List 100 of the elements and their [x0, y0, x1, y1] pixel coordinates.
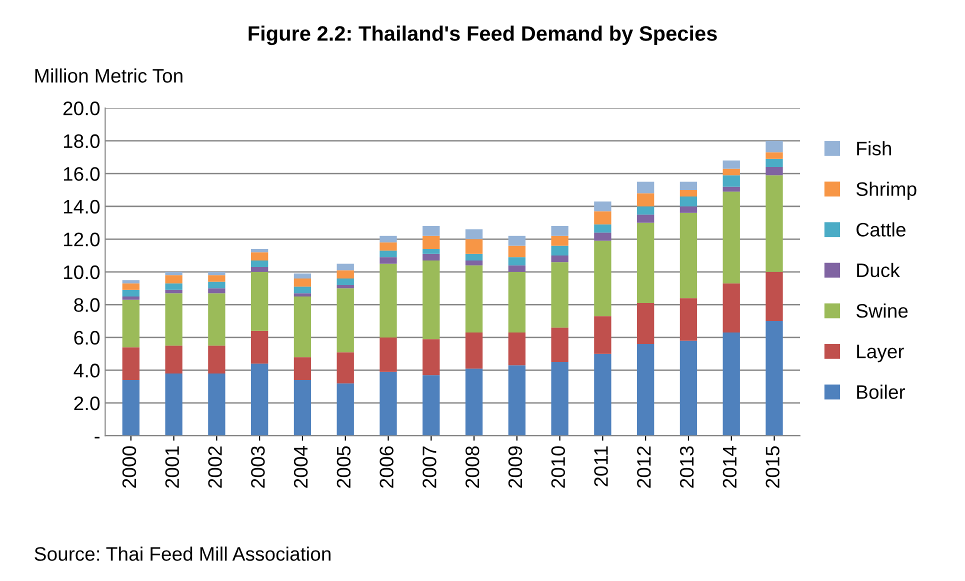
y-tick-label: 14.0 — [64, 200, 100, 214]
legend-label: Cattle — [856, 222, 906, 237]
legend-label: Duck — [857, 262, 900, 278]
bar — [380, 250, 397, 258]
bar — [680, 190, 698, 197]
bar — [722, 160, 740, 169]
bar — [465, 368, 483, 436]
bar — [594, 354, 612, 436]
legend-label: Swine — [856, 303, 908, 318]
bar — [508, 265, 526, 272]
bar — [422, 339, 440, 376]
legend-label: Boiler — [857, 384, 905, 399]
legend-label: Layer — [857, 344, 904, 362]
bar — [722, 168, 740, 176]
y-tick-label: 2.0 — [74, 396, 100, 410]
bar — [251, 272, 268, 331]
bar — [165, 272, 182, 276]
bar — [165, 275, 182, 284]
legend-label: Shrimp — [856, 182, 916, 200]
bar — [551, 362, 568, 436]
x-tick-label: 2015 — [766, 446, 780, 488]
bar — [122, 300, 140, 348]
bar — [251, 364, 268, 436]
bar — [165, 346, 182, 374]
bar — [422, 375, 440, 436]
x-tick-label: 2012 — [637, 446, 651, 488]
bar — [766, 321, 783, 436]
bar — [122, 380, 140, 436]
bar — [251, 248, 268, 252]
bar — [336, 352, 354, 384]
bar — [680, 212, 698, 298]
y-tick-label: 10.0 — [64, 265, 100, 280]
bar — [508, 236, 526, 246]
bar — [680, 182, 698, 190]
x-tick-label: 2008 — [465, 446, 480, 488]
bar — [165, 283, 182, 290]
x-tick-label: 2010 — [551, 446, 566, 488]
bar — [165, 290, 182, 294]
x-tick-label: 2004 — [294, 446, 308, 488]
bar — [294, 274, 312, 278]
bar — [551, 328, 568, 362]
y-tick-label: 6.0 — [74, 330, 100, 345]
x-tick-label: 2013 — [680, 446, 694, 488]
bar — [122, 290, 140, 296]
bar — [465, 260, 483, 266]
bar — [680, 196, 698, 206]
legend-label: Fish — [857, 141, 892, 156]
bar — [294, 278, 312, 287]
bar — [422, 248, 440, 254]
x-tick-label: 2006 — [380, 446, 394, 488]
bar — [637, 222, 654, 304]
bar — [551, 246, 568, 256]
bar — [508, 246, 526, 258]
bar — [637, 206, 654, 215]
bar — [465, 265, 483, 333]
bar — [336, 264, 354, 270]
bar — [722, 283, 740, 333]
bar — [208, 282, 226, 288]
bar — [508, 365, 526, 436]
bar — [336, 288, 354, 352]
y-tick-label: 18.0 — [64, 134, 100, 148]
bar — [766, 140, 783, 152]
y-axis-title: Million Metric Ton — [35, 68, 182, 83]
bar — [766, 272, 783, 322]
bar — [165, 373, 182, 436]
y-tick-label: 4.0 — [74, 364, 100, 378]
bar — [722, 186, 740, 192]
bar — [208, 293, 226, 346]
bar — [122, 296, 140, 300]
bar — [637, 214, 654, 223]
x-tick-label: 2009 — [508, 446, 522, 488]
bar — [766, 167, 783, 176]
bar — [422, 254, 440, 260]
bar — [251, 252, 268, 260]
bar — [208, 288, 226, 294]
bar — [551, 226, 568, 236]
x-tick-label: 2001 — [165, 446, 180, 488]
bar — [294, 293, 312, 296]
bar — [251, 330, 268, 364]
bar — [380, 242, 397, 251]
bar — [680, 206, 698, 213]
x-tick-label: 2000 — [122, 446, 136, 488]
bar — [208, 373, 226, 436]
bar — [122, 347, 140, 380]
bar — [551, 236, 568, 246]
bar — [336, 383, 354, 436]
bar — [465, 229, 483, 240]
bar — [508, 332, 526, 366]
x-tick-label: 2007 — [422, 446, 436, 488]
bar — [208, 275, 226, 282]
bar — [594, 240, 612, 316]
bar — [594, 232, 612, 241]
bar — [680, 298, 698, 341]
bar — [594, 211, 612, 224]
bar — [637, 303, 654, 344]
bar — [766, 158, 783, 168]
bar — [294, 357, 312, 380]
x-tick-label: 2011 — [594, 446, 608, 486]
source-note: Source: Thai Feed Mill Association — [34, 546, 330, 561]
bar — [766, 152, 783, 159]
